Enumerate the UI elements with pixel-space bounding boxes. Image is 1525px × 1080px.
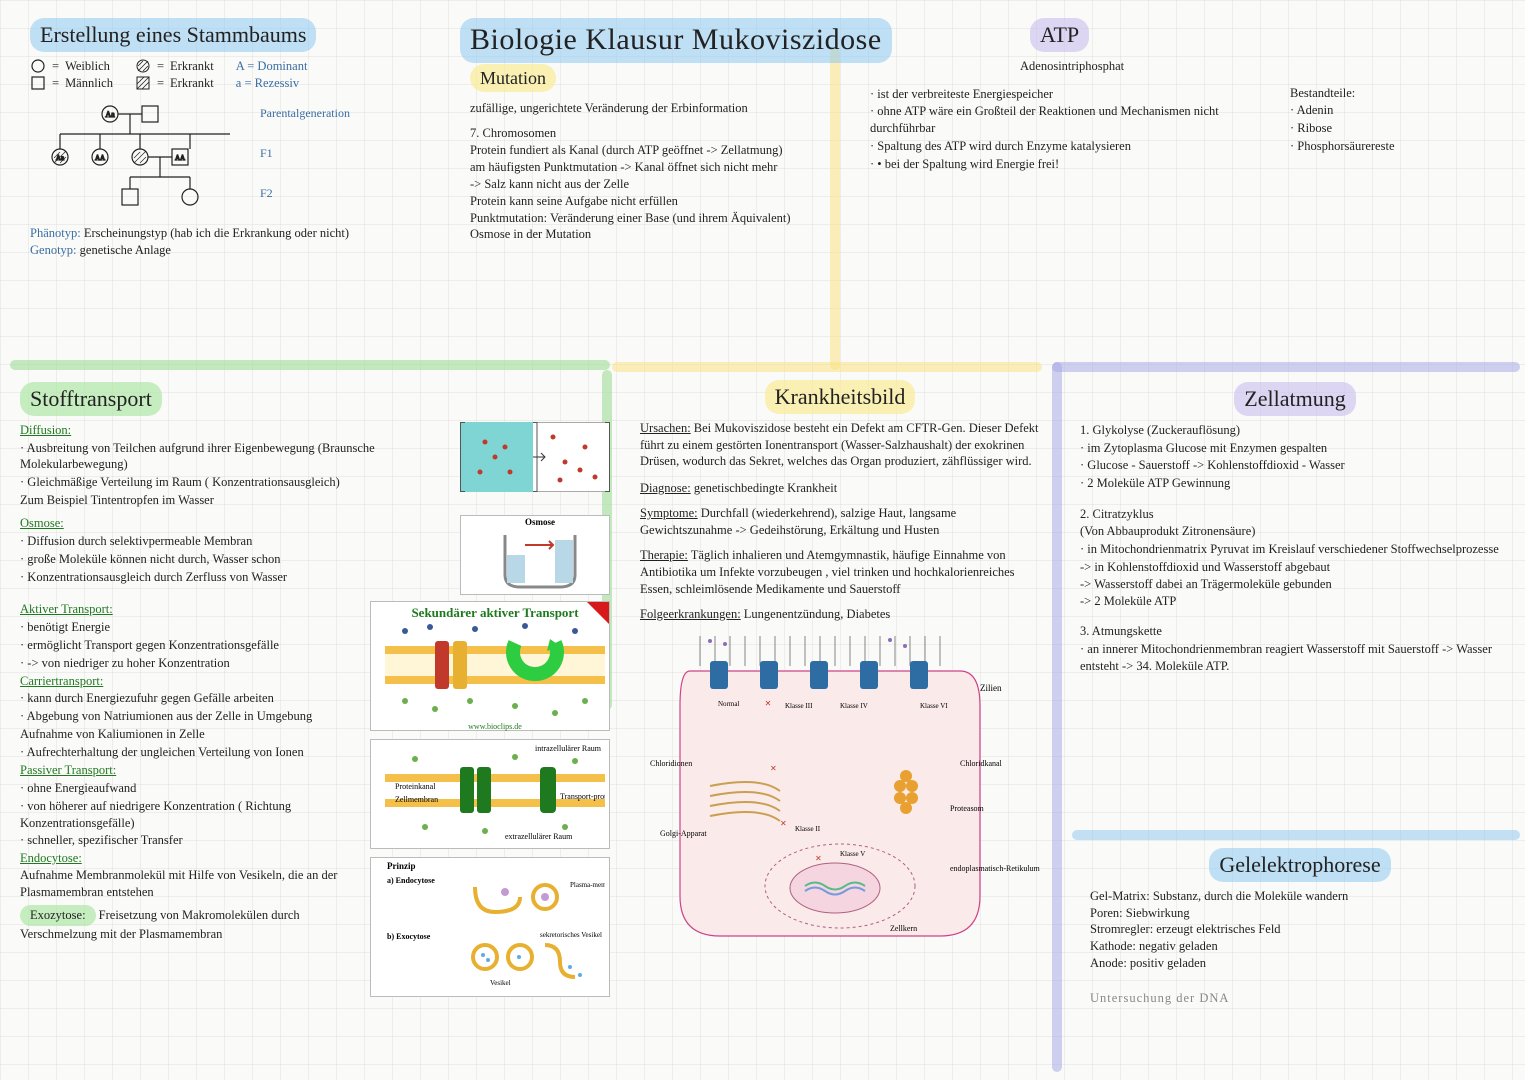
gel-heading: Gelelektrophorese <box>1209 848 1390 882</box>
sep-blue-h <box>1072 830 1520 840</box>
legend-col-2: =Erkrankt =Erkrankt <box>135 58 214 92</box>
svg-text:endoplasmatisch-Retikulum: endoplasmatisch-Retikulum <box>950 864 1040 873</box>
svg-text:Prinzip: Prinzip <box>387 861 416 871</box>
diffusion-h: Diffusion: <box>20 422 448 439</box>
svg-text:Normal: Normal <box>718 700 739 708</box>
svg-text:Zilien: Zilien <box>980 683 1002 693</box>
svg-text:b) Exocytose: b) Exocytose <box>387 932 431 941</box>
aktiv-h: Aktiver Transport: <box>20 601 358 618</box>
svg-text:Klasse II: Klasse II <box>795 825 821 833</box>
svg-text:Vesikel: Vesikel <box>490 979 511 987</box>
sep-purple-h <box>1052 362 1520 372</box>
svg-text:Klasse V: Klasse V <box>840 850 865 858</box>
svg-text:a) Endocytose: a) Endocytose <box>387 876 435 885</box>
svg-text:✕: ✕ <box>765 699 772 708</box>
svg-text:Chloridkanal: Chloridkanal <box>960 759 1003 768</box>
mutation-lines: 7. Chromosomen Protein fundiert als Kana… <box>470 125 840 243</box>
sep-green-h <box>10 360 610 370</box>
folge: Folgeerkrankungen: Lungenentzündung, Dia… <box>640 606 1040 623</box>
phanotyp-line: Phänotyp: Erscheinungstyp (hab ich die E… <box>30 225 450 242</box>
svg-text:Klasse VI: Klasse VI <box>920 702 948 710</box>
svg-text:F2: F2 <box>260 186 273 200</box>
atp-right: Bestandteile: Adenin Ribose Phosphorsäur… <box>1290 85 1395 174</box>
page-title: Biologie Klausur Mukoviszidose <box>460 18 892 63</box>
cell-diagram: ✕ Normal Klasse III Klasse IV Klasse VI … <box>640 636 1040 946</box>
svg-text:Golgi-Apparat: Golgi-Apparat <box>660 829 707 838</box>
diffusion-diagram <box>460 422 610 492</box>
membrane-diagram: intrazellulärer Raum Proteinkanal Zellme… <box>370 739 610 849</box>
svg-text:✕: ✕ <box>770 764 777 773</box>
mutation-intro: zufällige, ungerichtete Veränderung der … <box>470 100 840 117</box>
mutation-heading: Mutation <box>470 64 556 92</box>
svg-text:extrazellulärer Raum: extrazellulärer Raum <box>505 832 573 841</box>
ursachen: Ursachen: Bei Mukoviszidose besteht ein … <box>640 420 1040 471</box>
stammbaum-heading: Erstellung eines Stammbaums <box>30 18 316 52</box>
genotyp-line: Genotyp: genetische Anlage <box>30 242 450 259</box>
svg-text:✕: ✕ <box>780 819 787 828</box>
exo-h: Exozytose: <box>20 905 96 926</box>
svg-text:Chloridionen: Chloridionen <box>650 759 692 768</box>
carrier-h: Carriertransport: <box>20 673 358 690</box>
svg-text:Osmose: Osmose <box>525 517 555 527</box>
passiv-list: ohne Energieaufwand von höherer auf nied… <box>20 780 358 850</box>
svg-text:Parentalgeneration: Parentalgeneration <box>260 106 350 120</box>
svg-text:Sekundärer aktiver Transport: Sekundärer aktiver Transport <box>411 605 579 620</box>
atp-left-list: ist der verbreiteste Energiespeicher ohn… <box>870 85 1250 174</box>
svg-text:Zellmembran: Zellmembran <box>395 795 438 804</box>
legend-col-3: A = Dominant a = Rezessiv <box>236 58 308 92</box>
svg-text:intrazellulärer Raum: intrazellulärer Raum <box>535 744 602 753</box>
svg-text:Klasse III: Klasse III <box>785 702 813 710</box>
svg-text:sekretorisches Vesikel: sekretorisches Vesikel <box>540 931 602 939</box>
atmungskette: 3. Atmungskette an innerer Mitochondrien… <box>1080 623 1510 675</box>
svg-text:Aa: Aa <box>56 154 65 162</box>
svg-text:Plasma-membran: Plasma-membran <box>570 881 605 889</box>
osmose-diagram: Osmose <box>460 515 610 595</box>
legend-col-1: =Weiblich =Männlich <box>30 58 113 92</box>
diffusion-list: Ausbreitung von Teilchen aufgrund ihrer … <box>20 440 448 492</box>
gel-lines: Gel-Matrix: Substanz, durch die Moleküle… <box>1090 888 1510 972</box>
passiv-h: Passiver Transport: <box>20 762 358 779</box>
krankheit-heading: Krankheitsbild <box>765 380 916 414</box>
sekundaer-diagram: Sekundärer aktiver Transport www.bioclip… <box>370 601 610 731</box>
pedigree-tree: Aa Aa AA AA Parentalgeneration F1 F2 <box>30 99 350 219</box>
glykolyse: 1. Glykolyse (Zuckerauflösung) im Zytopl… <box>1080 422 1510 493</box>
svg-text:Proteasom: Proteasom <box>950 804 985 813</box>
symptome: Symptome: Durchfall (wiederkehrend), sal… <box>640 505 1040 539</box>
gel-footer: Untersuchung der DNA <box>1090 990 1510 1007</box>
atp-full: Adenosintriphosphat <box>1020 58 1124 75</box>
sep-purple-v <box>1052 362 1062 1072</box>
svg-text:Proteinkanal: Proteinkanal <box>395 782 436 791</box>
svg-text:Transport-protein: Transport-protein <box>560 792 605 801</box>
stofftransport-heading: Stofftransport <box>20 382 162 416</box>
citrat: 2. Citratzyklus (Von Abbauprodukt Zitron… <box>1080 506 1510 609</box>
endo-exo-diagram: Prinzip a) Endocytose Plasma-membran b) … <box>370 857 610 997</box>
svg-text:AA: AA <box>175 154 185 162</box>
zellatmung-heading: Zellatmung <box>1234 382 1355 416</box>
svg-text:Zellkern: Zellkern <box>890 924 917 933</box>
svg-text:Klasse IV: Klasse IV <box>840 702 868 710</box>
atp-heading: ATP <box>1030 18 1089 52</box>
diagnose: Diagnose: genetischbedingte Krankheit <box>640 480 1040 497</box>
osmose-h: Osmose: <box>20 515 448 532</box>
svg-text:✕: ✕ <box>815 854 822 863</box>
endo-h: Endocytose: <box>20 850 358 867</box>
svg-text:F1: F1 <box>260 146 273 160</box>
sep-yellow-h <box>612 362 1042 372</box>
aktiv-list: benötigt Energie ermöglicht Transport ge… <box>20 619 358 672</box>
svg-text:Aa: Aa <box>105 110 115 119</box>
therapie: Therapie: Täglich inhalieren und Atemgym… <box>640 547 1040 598</box>
osmose-list: Diffusion durch selektivpermeable Membra… <box>20 533 448 586</box>
svg-text:AA: AA <box>95 154 105 162</box>
carrier-list: kann durch Energiezufuhr gegen Gefälle a… <box>20 690 358 725</box>
svg-text:www.bioclips.de: www.bioclips.de <box>468 722 522 731</box>
